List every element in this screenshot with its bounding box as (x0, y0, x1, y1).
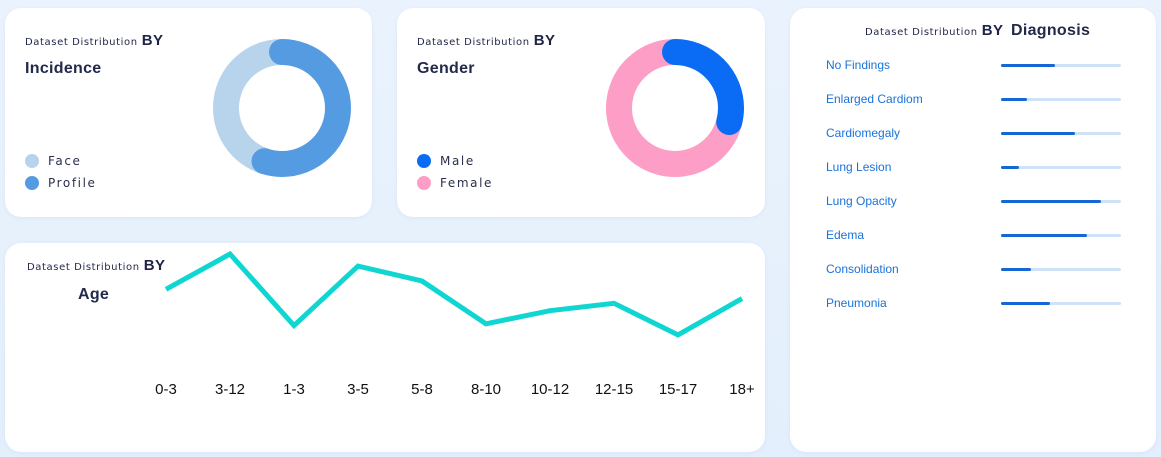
incidence-title: Incidence (25, 60, 102, 77)
diagnosis-progress-fill (1001, 234, 1088, 237)
diagnosis-progress-track (1001, 200, 1121, 203)
incidence-legend: Face Profile (25, 150, 97, 194)
age-tick-label-5-8: 5-8 (411, 381, 433, 398)
diagnosis-title: Diagnosis (1010, 22, 1091, 39)
diagnosis-progress-track (1001, 64, 1121, 67)
legend-dot-male (417, 154, 431, 168)
age-tick-label-10-12: 10-12 (531, 381, 569, 398)
legend-dot-face (25, 154, 39, 168)
age-tick-label-3-12: 3-12 (215, 381, 245, 398)
age-tick-label-1-3: 1-3 (283, 381, 305, 398)
diagnosis-row: Enlarged Cardiom (826, 90, 1122, 124)
incidence-by: BY (141, 32, 164, 49)
diagnosis-label[interactable]: Pneumonia (826, 296, 887, 310)
age-line-chart: 0-3 3-12 1-3 3-5 5-8 8-10 10-12 12-15 15-17 18+ (155, 250, 755, 398)
legend-label-profile: Profile (48, 176, 97, 190)
diagnosis-row: Cardiomegaly (826, 124, 1122, 158)
diagnosis-progress-track (1001, 166, 1121, 169)
diagnosis-row: Lung Opacity (826, 192, 1122, 226)
diagnosis-progress-fill (1001, 302, 1051, 305)
age-header: Dataset Distribution BY (27, 257, 166, 275)
gender-title: Gender (417, 60, 475, 77)
diagnosis-label[interactable]: Consolidation (826, 262, 899, 276)
age-series-line (164, 250, 744, 338)
legend-item-face: Face (25, 150, 97, 172)
age-tick-label-8-10: 8-10 (471, 381, 501, 398)
age-by: BY (143, 257, 166, 274)
diagnosis-row: No Findings (826, 56, 1122, 90)
diagnosis-progress-fill (1001, 166, 1019, 169)
gender-prefix: Dataset Distribution (417, 37, 530, 48)
diagnosis-progress-fill (1001, 132, 1076, 135)
age-prefix: Dataset Distribution (27, 262, 140, 273)
diagnosis-card: Dataset Distribution BY Diagnosis No Find… (790, 8, 1156, 452)
incidence-header: Dataset Distribution BY (25, 32, 164, 50)
diagnosis-row: Pneumonia (826, 294, 1122, 328)
incidence-prefix: Dataset Distribution (25, 37, 138, 48)
age-card: Dataset Distribution BY Age 0-3 3-12 1-3 3-5… (5, 243, 765, 452)
diagnosis-progress-track (1001, 234, 1121, 237)
diagnosis-header: Dataset Distribution BY Diagnosis (865, 22, 1090, 40)
diagnosis-progress-track (1001, 302, 1121, 305)
gender-slice-male (606, 39, 744, 177)
incidence-donut-chart (213, 39, 351, 177)
diagnosis-prefix: Dataset Distribution (865, 27, 978, 38)
diagnosis-by: BY (981, 22, 1004, 39)
diagnosis-row: Lung Lesion (826, 158, 1122, 192)
legend-item-profile: Profile (25, 172, 97, 194)
diagnosis-progress-fill (1001, 268, 1031, 271)
diagnosis-progress-track (1001, 268, 1121, 271)
legend-label-female: Female (440, 176, 493, 190)
diagnosis-label[interactable]: Cardiomegaly (826, 126, 901, 140)
age-tick-label-18+: 18+ (729, 381, 755, 398)
diagnosis-label[interactable]: Enlarged Cardiom (826, 92, 923, 106)
diagnosis-label[interactable]: Lung Opacity (826, 194, 897, 208)
gender-donut-chart (606, 39, 744, 177)
diagnosis-progress-fill (1001, 98, 1028, 101)
diagnosis-label[interactable]: Edema (826, 228, 865, 242)
gender-card: Dataset Distribution BY Gender Male Femal… (397, 8, 765, 217)
gender-by: BY (533, 32, 556, 49)
legend-label-male: Male (440, 154, 475, 168)
diagnosis-progress-fill (1001, 64, 1055, 67)
diagnosis-row: Consolidation (826, 260, 1122, 294)
incidence-slice-profile (213, 39, 351, 177)
diagnosis-label[interactable]: No Findings (826, 58, 891, 72)
diagnosis-list: No Findings Enlarged Cardiom Cardiomegaly L… (826, 56, 1122, 328)
legend-label-face: Face (48, 154, 82, 168)
age-tick-label-0-3: 0-3 (155, 381, 177, 398)
legend-dot-female (417, 176, 431, 190)
legend-item-male: Male (417, 150, 493, 172)
legend-item-female: Female (417, 172, 493, 194)
diagnosis-progress-track (1001, 98, 1121, 101)
diagnosis-row: Edema (826, 226, 1122, 260)
age-tick-label-15-17: 15-17 (659, 381, 697, 398)
gender-header: Dataset Distribution BY (417, 32, 556, 50)
diagnosis-progress-track (1001, 132, 1121, 135)
diagnosis-progress-fill (1001, 200, 1101, 203)
age-tick-label-12-15: 12-15 (595, 381, 633, 398)
age-tick-label-3-5: 3-5 (347, 381, 369, 398)
incidence-card: Dataset Distribution BY Incidence Face Pr… (5, 8, 372, 217)
legend-dot-profile (25, 176, 39, 190)
diagnosis-label[interactable]: Lung Lesion (826, 160, 892, 174)
gender-legend: Male Female (417, 150, 493, 194)
age-title: Age (78, 286, 110, 303)
